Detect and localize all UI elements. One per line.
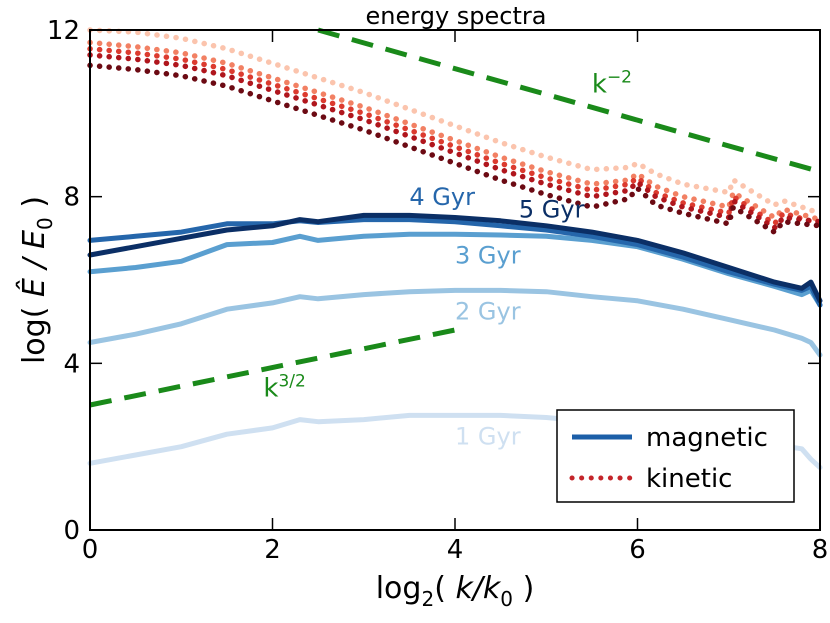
y-axis-label: log( Ê / E0 )	[16, 196, 57, 364]
x-tick-label: 8	[812, 535, 829, 565]
y-label-prefix: log(	[17, 297, 52, 364]
x-tick-label: 4	[447, 535, 464, 565]
label-5gyr: 5 Gyr	[519, 196, 585, 224]
series-magnetic-5-gyr	[87, 212, 823, 304]
x-label-sub: 2	[421, 587, 434, 611]
label-3gyr: 3 Gyr	[455, 241, 521, 269]
x-tick-label: 0	[82, 535, 99, 565]
series-magnetic-2-gyr	[87, 287, 823, 358]
label-k-minus-2: k−2	[592, 68, 632, 100]
x-label-prefix: log	[376, 571, 422, 606]
x-label-open: (	[434, 571, 455, 606]
x-axis-label: log2( k/k0 )	[376, 571, 535, 611]
y-label-close: )	[17, 196, 52, 217]
series-kinetic-3-gyr	[87, 46, 823, 227]
annotations: 1 Gyr 2 Gyr 3 Gyr 4 Gyr 5 Gyr k−2 k3/2	[263, 68, 632, 451]
label-4gyr: 4 Gyr	[409, 183, 475, 211]
series-kinetic-1-gyr	[87, 27, 823, 217]
reference-lines	[89, 27, 821, 408]
y-label-var-sub: 0	[33, 217, 57, 230]
chart-title: energy spectra	[366, 2, 547, 30]
x-label-var: k/k	[455, 571, 501, 606]
x-tick-label: 2	[264, 535, 281, 565]
ref-line-k-2-slope	[317, 27, 821, 175]
label-2gyr: 2 Gyr	[455, 298, 521, 326]
y-tick-label: 0	[63, 516, 80, 546]
legend-box	[556, 409, 795, 503]
y-tick-label: 4	[63, 349, 80, 379]
y-tick-label: 12	[47, 16, 80, 46]
label-1gyr: 1 Gyr	[455, 423, 521, 451]
axis-ticks: 0 2 4 6 8 0 4 8 12	[47, 16, 828, 565]
series-kinetic-2-gyr	[87, 39, 823, 223]
y-tick-label: 8	[63, 183, 80, 213]
series-layer	[87, 27, 823, 470]
legend: magnetic kinetic	[556, 409, 795, 503]
ref-line-k3-2-slope	[89, 327, 456, 408]
legend-magnetic-label: magnetic	[646, 423, 768, 453]
series-kinetic-5-gyr	[87, 62, 823, 235]
y-label-var: Ê / E	[16, 230, 52, 297]
x-label-close: )	[513, 571, 534, 606]
label-k-3-2: k3/2	[263, 372, 305, 404]
x-label-var-sub: 0	[500, 587, 513, 611]
x-tick-label: 6	[629, 535, 646, 565]
legend-kinetic-label: kinetic	[646, 464, 732, 494]
